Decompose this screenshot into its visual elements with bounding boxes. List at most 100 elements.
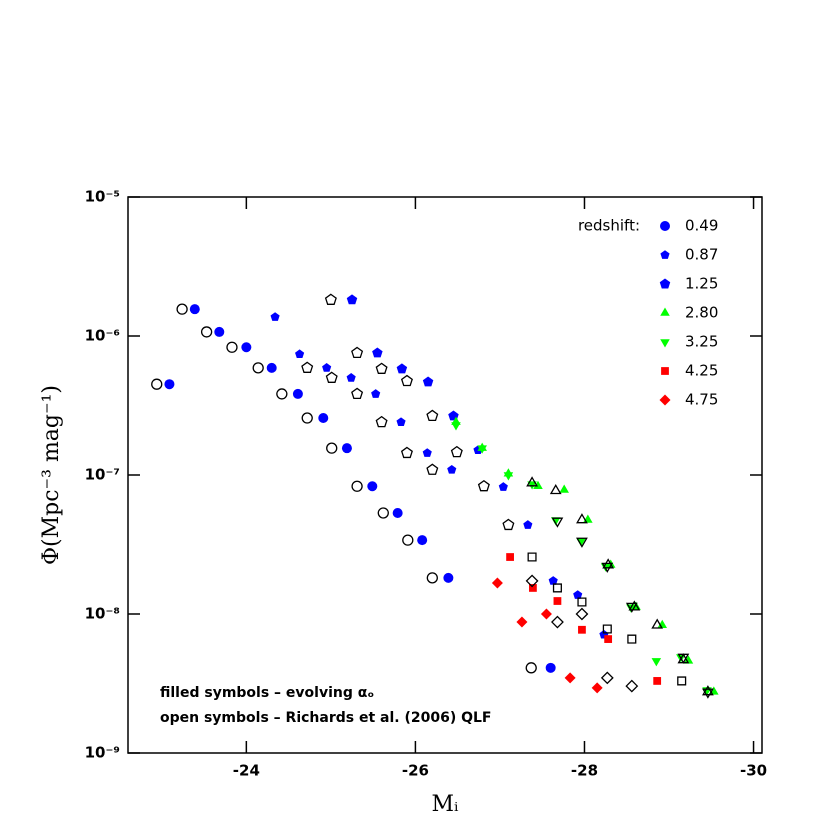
- x-tick-label: -30: [740, 762, 767, 780]
- legend-label: 4.75: [685, 391, 718, 409]
- data-point: [396, 417, 406, 427]
- data-point: [578, 625, 586, 634]
- data-point: [367, 481, 378, 492]
- y-tick-label: 10⁻⁶: [85, 327, 120, 345]
- data-point: [651, 658, 662, 667]
- data-point: [525, 574, 539, 588]
- data-point: [447, 465, 457, 474]
- data-point: [559, 484, 569, 493]
- data-point: [477, 479, 490, 492]
- data-point: [540, 608, 552, 620]
- data-point: [601, 562, 614, 573]
- data-point: [417, 535, 428, 546]
- data-point: [573, 590, 583, 599]
- data-point: [326, 442, 338, 454]
- data-point: [189, 304, 200, 315]
- x-axis-label: Mᵢ: [432, 792, 460, 817]
- data-point: [292, 388, 303, 399]
- x-tick-label: -28: [571, 762, 598, 780]
- legend-marker: [660, 307, 670, 316]
- data-point: [553, 597, 562, 605]
- data-point: [502, 518, 515, 531]
- x-tick-label: -26: [402, 762, 429, 780]
- data-point: [351, 346, 364, 359]
- y-axis-label: Φ(Mpc⁻³ mag⁻¹): [39, 385, 64, 565]
- data-point: [295, 349, 305, 359]
- data-point: [375, 362, 388, 374]
- data-point: [628, 600, 641, 611]
- legend-label: 3.25: [685, 333, 718, 351]
- data-point: [426, 572, 438, 584]
- data-point: [151, 378, 163, 390]
- data-point: [577, 597, 587, 607]
- data-point: [551, 615, 564, 629]
- legend-label: 0.87: [685, 246, 718, 264]
- data-point: [322, 363, 332, 372]
- data-point: [241, 342, 252, 353]
- data-point: [651, 618, 664, 629]
- data-point: [702, 688, 714, 699]
- data-point: [402, 534, 414, 546]
- data-point: [625, 679, 639, 693]
- data-point: [422, 376, 434, 387]
- data-point: [400, 446, 413, 459]
- data-point: [506, 553, 514, 561]
- data-point: [477, 445, 487, 454]
- data-point: [503, 472, 514, 481]
- y-tick-label: 10⁻⁷: [85, 466, 120, 484]
- y-tick-label: 10⁻⁸: [85, 605, 120, 623]
- legend-marker: [660, 339, 670, 348]
- data-point: [266, 362, 277, 373]
- data-point: [396, 363, 408, 374]
- data-point: [226, 341, 238, 353]
- data-point: [576, 537, 588, 548]
- data-point: [372, 347, 383, 358]
- legend-marker: [661, 367, 669, 375]
- data-point: [498, 482, 508, 491]
- data-point: [346, 294, 358, 305]
- data-point: [657, 619, 668, 628]
- data-point: [602, 624, 612, 634]
- data-point: [677, 653, 690, 664]
- annotation: open symbols – Richards et al. (2006) QL…: [160, 710, 492, 726]
- data-point: [252, 362, 264, 374]
- data-point: [600, 671, 614, 685]
- data-point: [552, 583, 562, 593]
- data-point: [533, 480, 543, 489]
- data-point: [527, 552, 537, 562]
- y-tick-label: 10⁻⁵: [85, 188, 120, 206]
- data-point: [604, 635, 613, 643]
- data-point: [653, 677, 662, 685]
- data-point: [200, 326, 213, 338]
- data-point: [164, 379, 175, 390]
- data-point: [551, 517, 564, 528]
- data-point: [548, 576, 558, 585]
- data-point: [526, 476, 538, 487]
- data-point: [325, 371, 338, 383]
- x-tick-label: -24: [233, 762, 260, 780]
- data-point: [523, 520, 533, 529]
- data-point: [545, 662, 556, 673]
- data-point: [451, 422, 461, 431]
- data-point: [341, 443, 352, 454]
- data-point: [443, 572, 454, 583]
- data-point: [627, 634, 637, 644]
- data-point: [176, 303, 188, 315]
- legend-title: redshift:: [578, 217, 640, 235]
- y-tick-label: 10⁻⁹: [85, 744, 120, 762]
- data-point: [625, 602, 638, 613]
- data-point: [683, 655, 694, 664]
- data-point: [270, 312, 280, 321]
- data-point: [214, 326, 225, 337]
- data-point: [591, 682, 603, 694]
- data-point: [301, 412, 313, 424]
- legend-label: 2.80: [685, 304, 718, 322]
- data-point: [422, 448, 432, 457]
- legend-label: 1.25: [685, 275, 718, 293]
- data-point: [351, 480, 363, 492]
- data-point: [516, 616, 528, 628]
- data-point: [400, 374, 413, 387]
- data-point: [351, 387, 364, 400]
- data-point: [426, 409, 439, 422]
